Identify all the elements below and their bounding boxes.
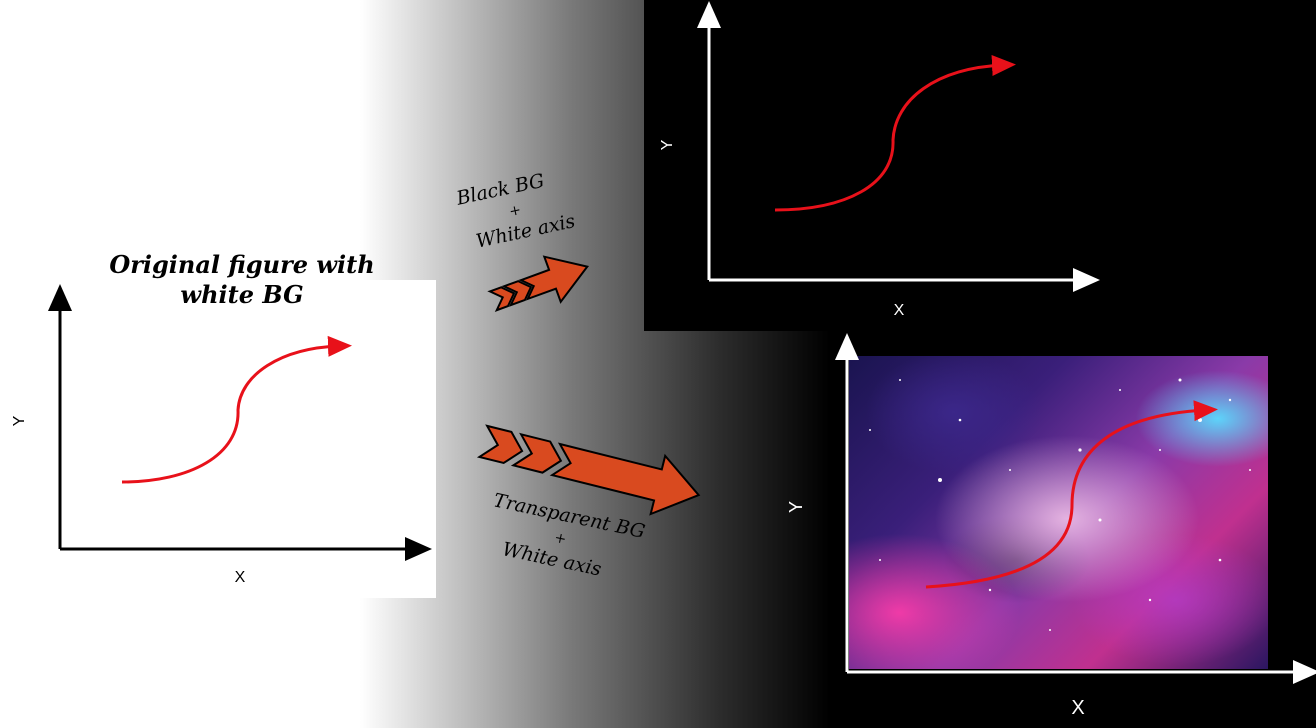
black-background-panel [644, 0, 1316, 331]
transparent-bg-caption-plus: + [553, 530, 568, 548]
transparent-bg-axes [835, 333, 1316, 684]
black-bg-caption-line-1: Black BG [454, 170, 547, 210]
transparent-bg-y-label: Y [786, 501, 806, 513]
black-bg-caption-line-2: White axis [474, 210, 577, 252]
black-bg-y-label: Y [659, 139, 676, 150]
original-y-label: Y [11, 415, 28, 426]
galaxy-stars [869, 378, 1251, 631]
black-bg-curve [774, 55, 1016, 212]
white-background-panel [40, 280, 436, 598]
black-bg-x-label: X [894, 302, 905, 319]
black-bg-axes [697, 1, 1100, 292]
black-bg-caption-plus: + [508, 202, 523, 220]
transparent-bg-caption-line-1: Transparent BG [491, 489, 646, 543]
original-axes [48, 284, 432, 561]
black-bg-caption: Black BG + White axis [454, 170, 578, 253]
title-line-1: Original figure with [109, 250, 375, 279]
transparent-bg-arrow-icon [476, 424, 701, 516]
original-x-label: X [235, 569, 246, 586]
transparent-bg-caption: Transparent BG + White axis [491, 489, 646, 580]
title-line-2: white BG [180, 280, 304, 309]
transparent-bg-x-label: X [1071, 697, 1084, 719]
transparent-bg-curve [925, 400, 1218, 589]
black-bg-arrow-icon [487, 255, 590, 312]
original-curve [121, 335, 352, 484]
transparent-bg-caption-line-2: White axis [500, 538, 603, 580]
original-figure-title: Original figure with white BG [92, 250, 392, 310]
